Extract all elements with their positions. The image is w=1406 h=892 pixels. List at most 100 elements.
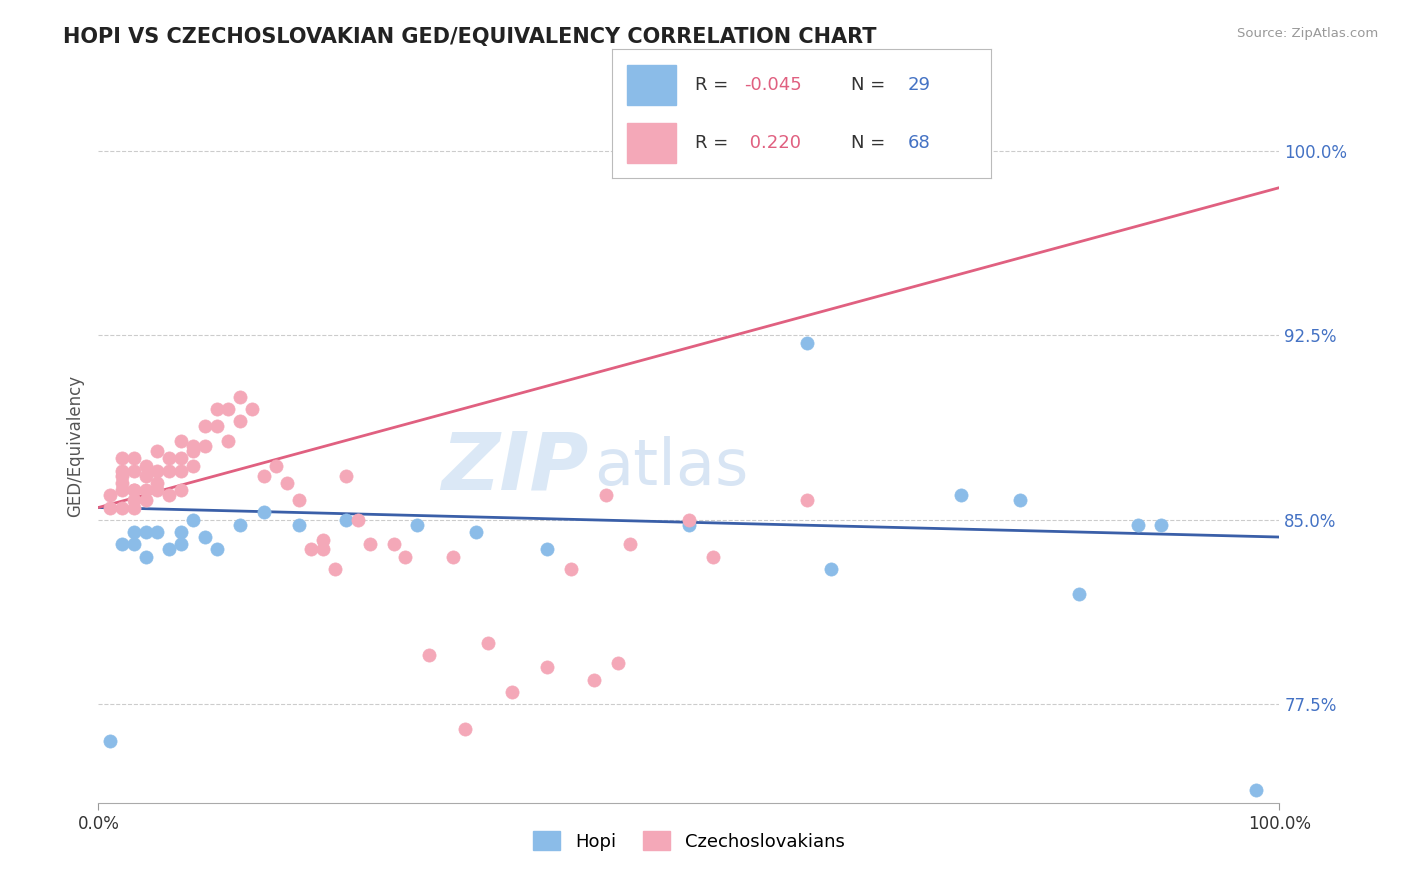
Point xyxy=(111,483,134,498)
Point xyxy=(135,525,157,540)
Point xyxy=(157,451,180,466)
Point xyxy=(347,513,370,527)
Point xyxy=(394,549,416,564)
Point xyxy=(335,513,357,527)
Point xyxy=(170,434,193,448)
Point xyxy=(122,483,145,498)
Text: HOPI VS CZECHOSLOVAKIAN GED/EQUIVALENCY CORRELATION CHART: HOPI VS CZECHOSLOVAKIAN GED/EQUIVALENCY … xyxy=(63,27,877,46)
Point xyxy=(170,483,193,498)
Text: 29: 29 xyxy=(908,76,931,94)
Point xyxy=(619,537,641,551)
Point xyxy=(312,542,335,557)
Point xyxy=(157,542,180,557)
Bar xyxy=(627,123,676,163)
Point xyxy=(170,537,193,551)
Text: ZIP: ZIP xyxy=(441,428,589,507)
Point xyxy=(501,685,523,699)
Point xyxy=(146,464,169,478)
Point xyxy=(146,525,169,540)
Point xyxy=(98,500,121,515)
Point xyxy=(796,335,818,350)
Point xyxy=(122,483,145,498)
Point xyxy=(194,530,217,544)
Point xyxy=(288,517,311,532)
Point xyxy=(583,673,606,687)
Point xyxy=(217,402,239,417)
Text: -0.045: -0.045 xyxy=(745,76,803,94)
Point xyxy=(146,475,169,490)
Point xyxy=(1126,517,1149,532)
Point xyxy=(205,419,228,434)
Point xyxy=(1150,517,1173,532)
Point xyxy=(111,451,134,466)
Point xyxy=(157,488,180,502)
Point xyxy=(135,549,157,564)
Text: 68: 68 xyxy=(908,134,931,152)
Point xyxy=(536,542,558,557)
Point xyxy=(560,562,582,576)
Point xyxy=(1067,587,1090,601)
Point xyxy=(796,493,818,508)
Text: 0.220: 0.220 xyxy=(745,134,801,152)
Text: N =: N = xyxy=(851,134,891,152)
Point xyxy=(299,542,322,557)
Point xyxy=(135,493,157,508)
Point xyxy=(264,458,287,473)
Point xyxy=(288,493,311,508)
Point xyxy=(111,464,134,478)
Point xyxy=(111,475,134,490)
Point xyxy=(217,434,239,448)
Point xyxy=(595,488,617,502)
Point xyxy=(194,439,217,453)
Point xyxy=(181,439,204,453)
Point xyxy=(146,483,169,498)
Point xyxy=(949,488,972,502)
Point xyxy=(702,549,724,564)
Legend: Hopi, Czechoslovakians: Hopi, Czechoslovakians xyxy=(526,824,852,858)
Point xyxy=(323,562,346,576)
Point xyxy=(181,458,204,473)
Point xyxy=(678,517,700,532)
Point xyxy=(406,517,429,532)
Point xyxy=(122,451,145,466)
Point xyxy=(453,722,475,736)
Point xyxy=(536,660,558,674)
Point xyxy=(820,562,842,576)
Point xyxy=(122,500,145,515)
Point xyxy=(229,390,252,404)
Text: R =: R = xyxy=(695,76,734,94)
Point xyxy=(111,500,134,515)
Point xyxy=(465,525,488,540)
Text: Source: ZipAtlas.com: Source: ZipAtlas.com xyxy=(1237,27,1378,40)
Text: N =: N = xyxy=(851,76,891,94)
Point xyxy=(157,464,180,478)
Point xyxy=(276,475,298,490)
Point xyxy=(111,468,134,483)
Point xyxy=(477,636,499,650)
Point xyxy=(146,444,169,458)
Text: atlas: atlas xyxy=(595,436,749,499)
Point xyxy=(111,537,134,551)
Point xyxy=(122,537,145,551)
Point xyxy=(335,468,357,483)
Point xyxy=(98,734,121,748)
Point xyxy=(1008,493,1031,508)
Point xyxy=(205,542,228,557)
Point xyxy=(253,468,276,483)
Point xyxy=(229,414,252,428)
Point xyxy=(253,505,276,519)
Point xyxy=(135,468,157,483)
Point xyxy=(181,444,204,458)
Y-axis label: GED/Equivalency: GED/Equivalency xyxy=(66,375,84,517)
Point xyxy=(170,464,193,478)
Point xyxy=(122,493,145,508)
Point xyxy=(170,525,193,540)
Point xyxy=(122,525,145,540)
Point xyxy=(418,648,440,662)
Point xyxy=(135,458,157,473)
Point xyxy=(359,537,381,551)
Bar xyxy=(627,64,676,104)
Point xyxy=(607,656,630,670)
Point xyxy=(441,549,464,564)
Text: R =: R = xyxy=(695,134,734,152)
